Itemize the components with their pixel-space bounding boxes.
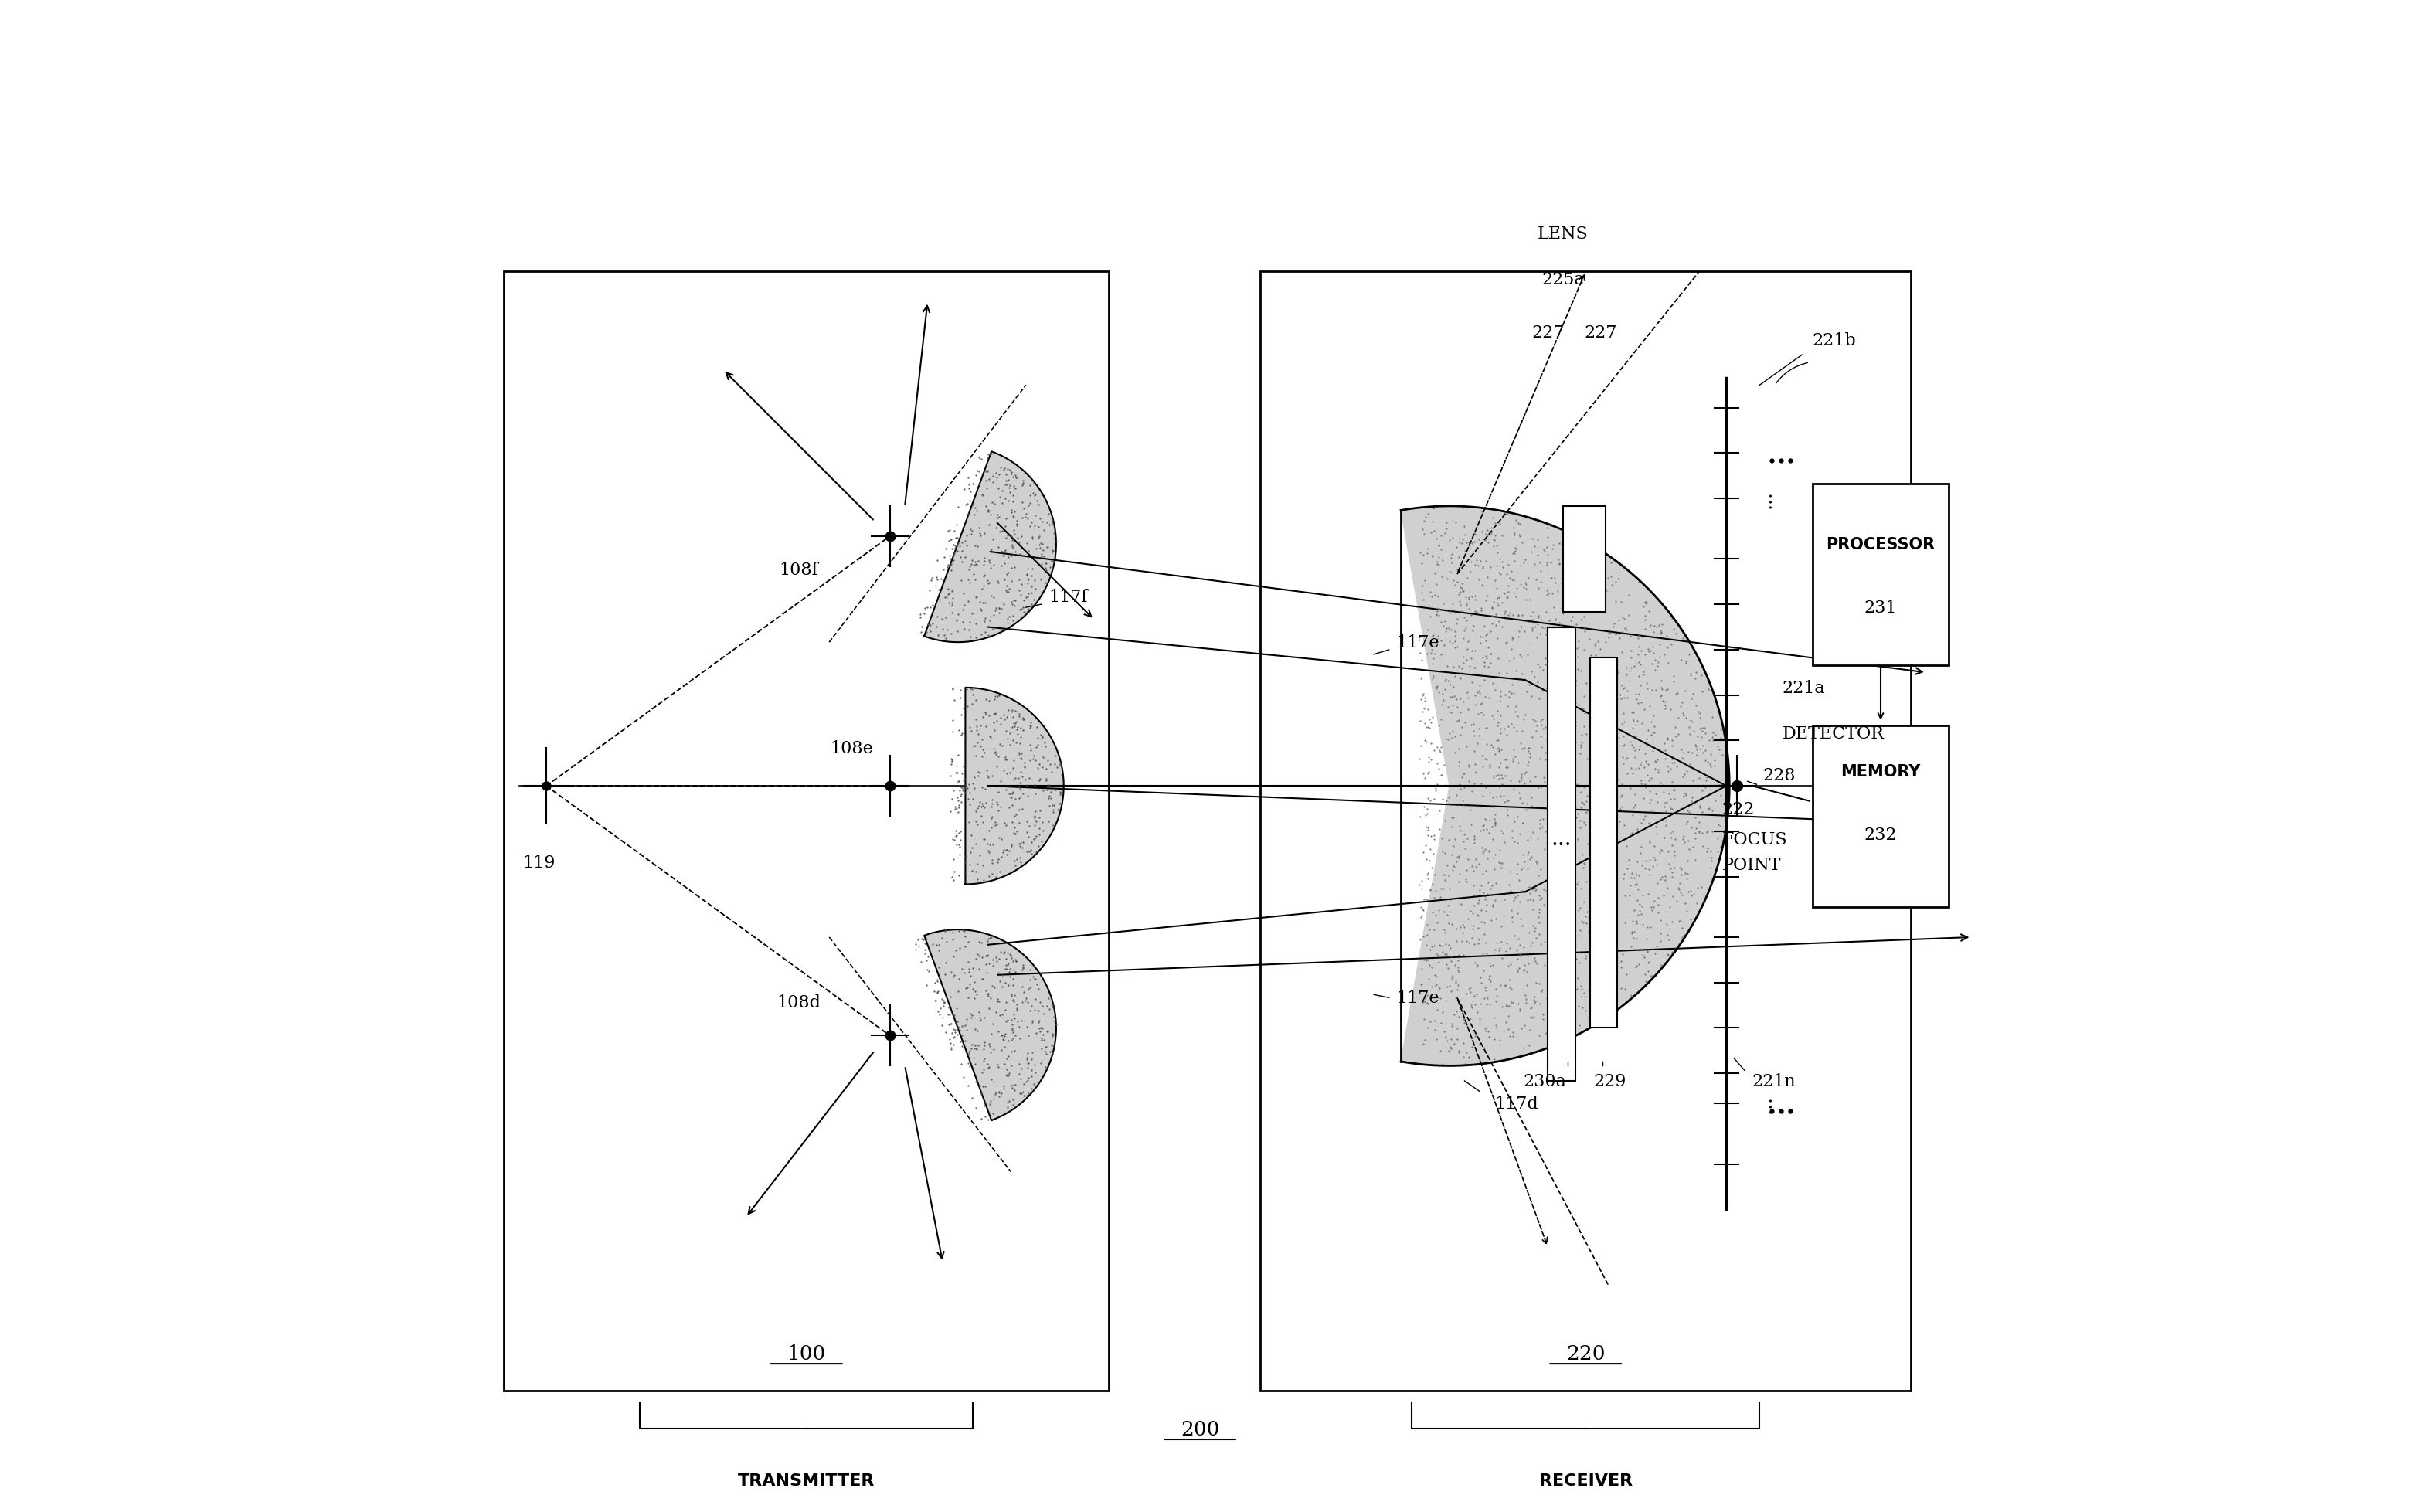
Bar: [1813, 726, 1949, 907]
Text: 119: 119: [522, 854, 554, 871]
Text: 229: 229: [1594, 1072, 1626, 1090]
Text: 222: 222: [1723, 800, 1754, 818]
Bar: [1813, 484, 1949, 665]
Polygon shape: [1400, 507, 1730, 1066]
Bar: [1548, 627, 1575, 1081]
Polygon shape: [965, 688, 1064, 885]
Text: 117e: 117e: [1397, 989, 1439, 1007]
Text: 221b: 221b: [1813, 331, 1857, 349]
Polygon shape: [923, 452, 1057, 643]
Text: DETECTOR: DETECTOR: [1781, 724, 1883, 742]
Text: 108d: 108d: [778, 993, 821, 1012]
Text: 108f: 108f: [780, 561, 819, 579]
Text: 230a: 230a: [1524, 1072, 1567, 1090]
Text: RECEIVER: RECEIVER: [1538, 1473, 1633, 1488]
Bar: [1261, 272, 1910, 1391]
Text: 200: 200: [1181, 1420, 1220, 1438]
Text: 232: 232: [1864, 826, 1898, 844]
Bar: [503, 272, 1108, 1391]
Bar: [1589, 658, 1618, 1028]
Text: LENS: LENS: [1538, 225, 1589, 243]
Text: 108e: 108e: [831, 739, 872, 758]
Text: 231: 231: [1864, 599, 1898, 617]
Text: ...: ...: [1757, 1095, 1774, 1113]
Text: 228: 228: [1762, 767, 1796, 785]
Text: 117d: 117d: [1494, 1095, 1538, 1113]
Text: ...: ...: [1757, 490, 1774, 508]
Text: 220: 220: [1567, 1344, 1606, 1362]
Text: 221a: 221a: [1781, 679, 1825, 697]
Text: 225a: 225a: [1541, 271, 1584, 289]
Text: 221n: 221n: [1752, 1072, 1796, 1090]
Text: 227: 227: [1584, 324, 1616, 342]
Text: 227: 227: [1531, 324, 1565, 342]
Text: 117e: 117e: [1397, 634, 1439, 652]
Bar: [1562, 507, 1606, 612]
Text: MEMORY: MEMORY: [1840, 764, 1920, 779]
Text: 100: 100: [787, 1344, 826, 1362]
Text: POINT: POINT: [1723, 856, 1781, 874]
Text: TRANSMITTER: TRANSMITTER: [739, 1473, 875, 1488]
Text: 117f: 117f: [1050, 588, 1089, 606]
Text: FOCUS: FOCUS: [1723, 830, 1786, 848]
Polygon shape: [923, 930, 1057, 1120]
Text: PROCESSOR: PROCESSOR: [1825, 537, 1934, 552]
Text: ...: ...: [1550, 829, 1572, 850]
